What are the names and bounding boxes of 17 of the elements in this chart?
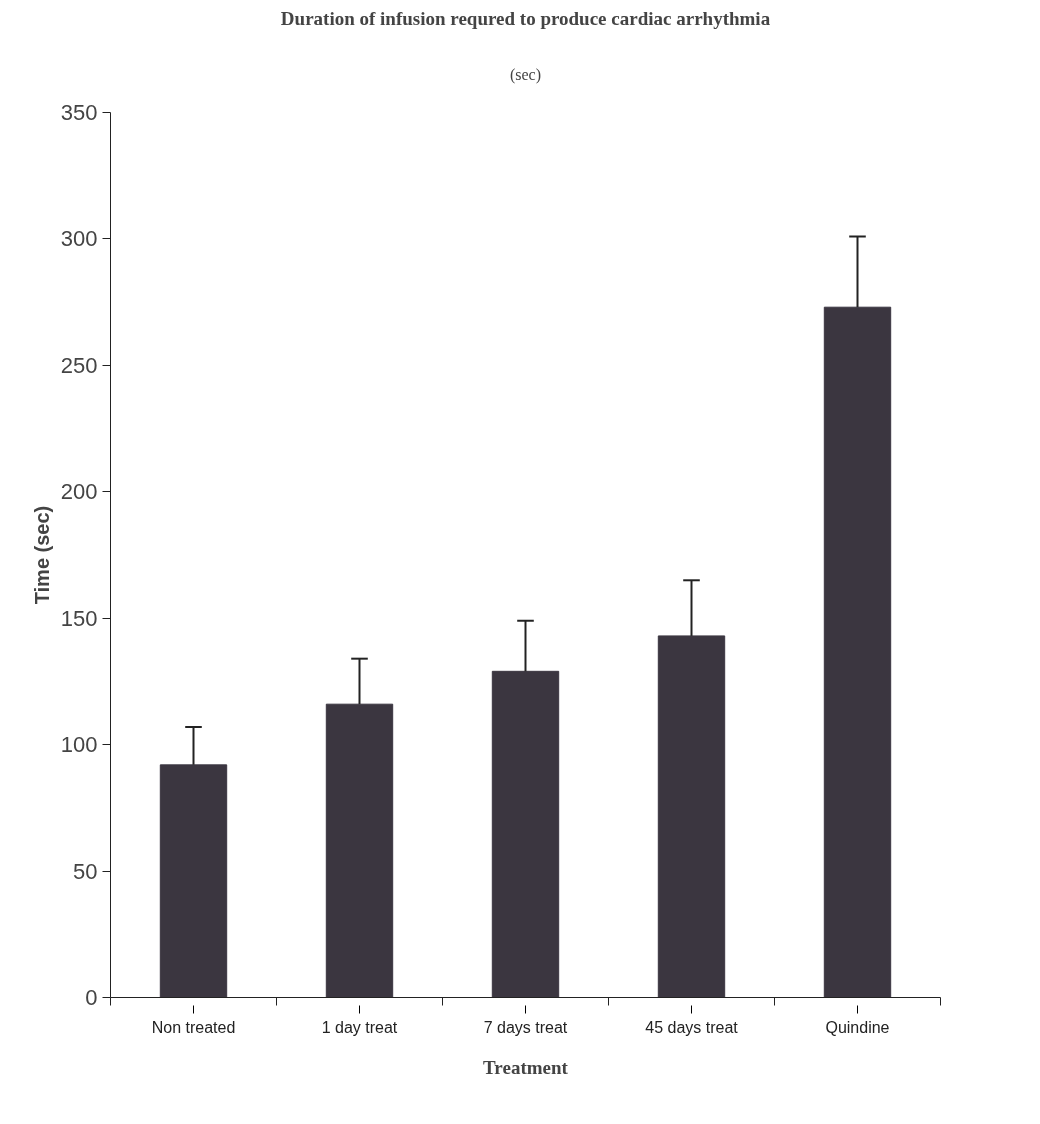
y-tick-label: 200: [60, 479, 98, 505]
y-tick-label: 150: [60, 605, 98, 631]
x-tick-label: 1 day treat: [321, 1018, 398, 1036]
y-tick-label: 50: [73, 858, 98, 884]
x-axis-title: Treatment: [483, 1056, 569, 1078]
chart-subtitle: (sec): [509, 65, 542, 84]
x-tick-label: 7 days treat: [483, 1018, 568, 1036]
x-tick-label: Quindine: [825, 1018, 890, 1036]
x-tick-label: Non treated: [151, 1018, 236, 1036]
y-tick-label: 100: [60, 732, 98, 758]
chart-title: Duration of infusion requred to produce cardiac arrhythmia: [280, 7, 771, 29]
x-tick-label: 45 days treat: [645, 1018, 739, 1036]
y-tick-label: 350: [60, 100, 98, 125]
y-tick-label: 0: [85, 985, 98, 1010]
y-axis-title: Time (sec): [30, 505, 53, 605]
y-tick-label: 300: [60, 226, 98, 252]
y-tick-label: 250: [60, 352, 98, 378]
